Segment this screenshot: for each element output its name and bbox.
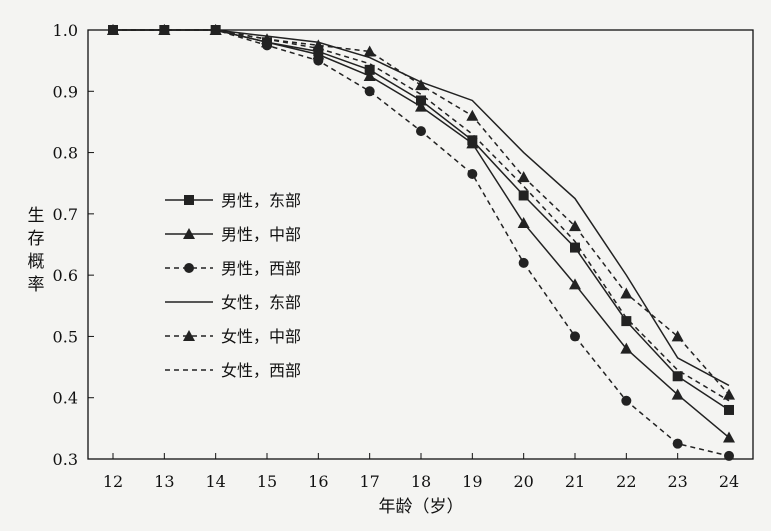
data-point [517,171,530,183]
x-tick-label: 19 [462,472,482,491]
data-point [672,371,683,382]
x-tick-label: 23 [667,472,687,491]
legend-label: 女性，中部 [221,327,301,346]
axes-layer: 12 13 14 15 16 17 18 19 20 21 22 23 24 0.3 0.4 0.5 0.6 0.… [53,21,754,491]
data-point [621,316,632,327]
data-point [570,242,580,253]
legend-marker [183,330,195,341]
data-point [724,404,734,415]
legend-item: 女性，中部 [165,327,301,346]
y-tick-label: 0.4 [53,389,78,408]
x-tick-label: 13 [154,472,174,491]
data-point [313,55,324,66]
data-point [158,24,171,35]
y-axis-label-char: 率 [28,275,45,295]
data-point [416,126,426,137]
data-point [364,86,375,97]
x-tick-label: 14 [205,472,225,491]
legend-label: 男性，东部 [221,191,301,210]
y-tick-label: 0.6 [53,266,78,285]
legend-item: 男性，中部 [165,225,301,244]
data-point [724,450,734,461]
legend-item: 男性，西部 [165,259,301,278]
data-point [518,257,529,268]
y-tick-label: 1.0 [53,21,78,40]
y-tick-label: 0.7 [53,205,78,224]
data-point [569,220,581,232]
series-line [113,29,730,457]
data-point [620,342,633,354]
data-point [672,438,683,449]
data-point [621,395,632,406]
data-point [363,45,376,57]
legend-label: 女性，西部 [221,361,301,380]
data-point [570,331,580,342]
data-point [466,109,479,121]
x-tick-label: 12 [103,472,123,491]
legend-item: 男性，东部 [165,191,301,210]
x-tick-label: 16 [308,472,328,491]
y-tick-label: 0.9 [53,82,78,101]
data-point [569,278,581,290]
data-point [620,287,633,299]
x-tick-label: 24 [719,472,739,491]
x-tick-label: 18 [411,472,431,491]
series-line [113,29,730,402]
x-axis-label: 年龄（岁） [379,497,464,517]
legend-label: 男性，中部 [221,225,301,244]
legend-item: 女性，东部 [165,293,301,312]
y-axis-label-char: 概 [28,252,45,272]
x-tick-label: 20 [513,472,533,491]
data-point [518,190,529,201]
x-tick-label: 15 [257,472,277,491]
data-point [723,388,735,400]
y-axis-label-char: 生 [28,206,45,226]
y-tick-label: 0.3 [53,450,78,469]
legend-marker [184,195,194,205]
data-point [364,64,375,75]
data-point [723,431,735,443]
data-point [671,388,684,400]
data-point [312,39,325,51]
data-point [467,169,478,180]
legend-marker [184,263,194,273]
series-5 [107,24,735,400]
y-axis-label-char: 存 [28,229,45,249]
data-point [517,217,530,229]
legend-marker [183,228,195,239]
data-point [415,100,427,112]
data-point [671,330,684,342]
data-point [363,69,376,81]
series-6 [113,29,730,402]
data-point [466,137,479,149]
legend-label: 女性，东部 [221,293,301,312]
data-point [416,95,426,106]
legend-item: 女性，西部 [165,361,301,380]
y-tick-label: 0.8 [53,144,78,163]
series-3 [108,25,734,461]
y-tick-label: 0.5 [53,327,78,346]
data-point [415,79,427,91]
x-tick-label: 22 [616,472,636,491]
x-tick-label: 21 [565,472,585,491]
series-layer [107,24,735,461]
legend-label: 男性，西部 [221,259,301,278]
x-tick-label: 17 [359,472,379,491]
